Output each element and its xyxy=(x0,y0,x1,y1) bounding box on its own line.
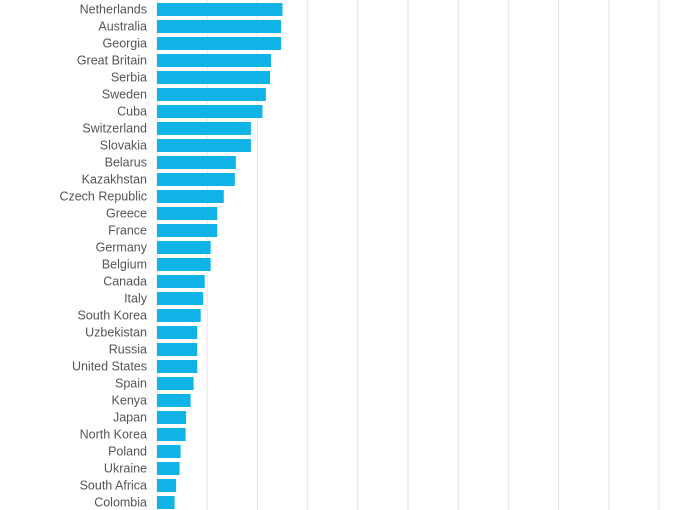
bar-georgia xyxy=(157,37,281,50)
bar-sweden xyxy=(157,88,266,101)
bar-poland xyxy=(157,445,181,458)
gridlines xyxy=(156,0,660,510)
category-label: Netherlands xyxy=(80,3,147,17)
bar-czech-republic xyxy=(157,190,224,203)
bar-france xyxy=(157,224,218,237)
category-label: Japan xyxy=(113,411,147,425)
bar-cuba xyxy=(157,105,263,118)
bar-greece xyxy=(157,207,218,220)
category-label: Poland xyxy=(108,445,147,459)
bar-japan xyxy=(157,411,187,424)
bar-south-korea xyxy=(157,309,201,322)
category-label: Belgium xyxy=(102,258,147,272)
category-label: Czech Republic xyxy=(59,190,147,204)
bar-south-africa xyxy=(157,479,177,492)
category-label: North Korea xyxy=(80,428,147,442)
category-label: Belarus xyxy=(105,156,147,170)
bar-kenya xyxy=(157,394,191,407)
bar-slovakia xyxy=(157,139,251,152)
bar-spain xyxy=(157,377,194,390)
category-label: Colombia xyxy=(94,496,147,510)
bar-netherlands xyxy=(157,3,283,16)
category-label: Sweden xyxy=(102,88,147,102)
category-label: South Korea xyxy=(78,309,148,323)
bar-belgium xyxy=(157,258,211,271)
bar-united-states xyxy=(157,360,198,373)
bar-uzbekistan xyxy=(157,326,198,339)
bar-ukraine xyxy=(157,462,180,475)
category-label: Russia xyxy=(109,343,147,357)
bar-great-britain xyxy=(157,54,271,67)
category-label: Slovakia xyxy=(100,139,147,153)
category-label: Uzbekistan xyxy=(85,326,147,340)
bar-germany xyxy=(157,241,211,254)
category-label: Kenya xyxy=(112,394,147,408)
category-label: France xyxy=(108,224,147,238)
category-label: Serbia xyxy=(111,71,147,85)
bar-switzerland xyxy=(157,122,251,135)
category-label: Kazakhstan xyxy=(82,173,147,187)
bars xyxy=(157,3,283,509)
bar-kazakhstan xyxy=(157,173,235,186)
category-label: Greece xyxy=(106,207,147,221)
category-label: United States xyxy=(72,360,147,374)
bar-belarus xyxy=(157,156,236,169)
category-label: Canada xyxy=(103,275,147,289)
category-label: Italy xyxy=(124,292,148,306)
bar-italy xyxy=(157,292,204,305)
category-label: Cuba xyxy=(117,105,147,119)
bar-serbia xyxy=(157,71,270,84)
category-label: Great Britain xyxy=(77,54,147,68)
category-label: South Africa xyxy=(80,479,147,493)
category-label: Australia xyxy=(98,20,147,34)
category-label: Spain xyxy=(115,377,147,391)
category-label: Georgia xyxy=(103,37,148,51)
bar-canada xyxy=(157,275,205,288)
bar-north-korea xyxy=(157,428,186,441)
category-labels: Netherlands Australia Georgia Great Britain… xyxy=(59,3,147,510)
bar-colombia xyxy=(157,496,175,509)
category-label: Ukraine xyxy=(104,462,147,476)
category-label: Germany xyxy=(96,241,148,255)
category-label: Switzerland xyxy=(82,122,147,136)
bar-russia xyxy=(157,343,198,356)
bar-australia xyxy=(157,20,281,33)
